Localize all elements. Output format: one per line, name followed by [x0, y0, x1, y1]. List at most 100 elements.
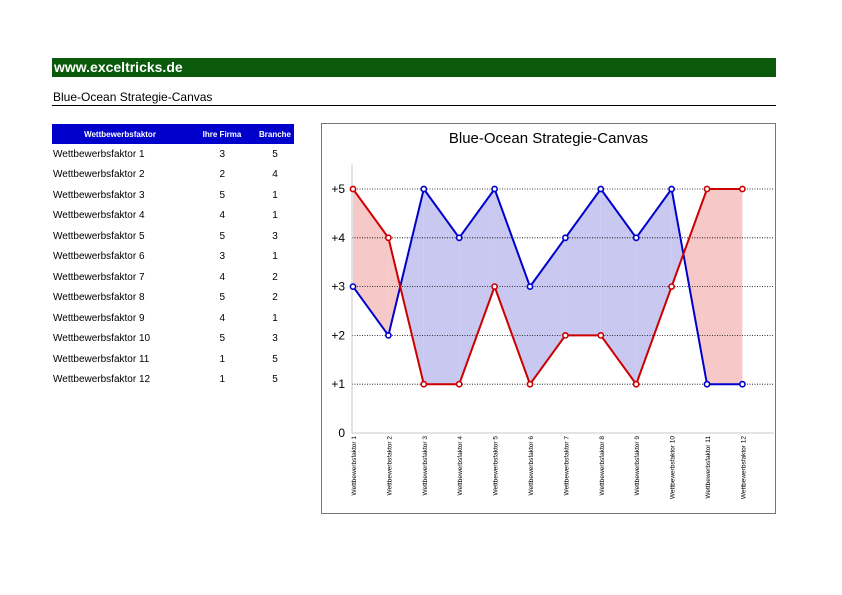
company-series-line [352, 186, 743, 386]
factor-cell: Wettbewerbsfaktor 8 [53, 292, 145, 304]
factor-cell: Wettbewerbsfaktor 6 [53, 251, 145, 263]
factor-cell: Wettbewerbsfaktor 2 [53, 169, 145, 181]
y-tick-label: +2 [331, 328, 345, 342]
company-point [420, 185, 428, 193]
area-fill [388, 237, 401, 336]
industry-cell: 1 [272, 210, 278, 222]
company-cell: 5 [219, 333, 226, 345]
factor-cell: Wettbewerbsfaktor 1 [53, 148, 145, 160]
company-point [597, 185, 605, 193]
company-point [561, 234, 569, 242]
industry-cell: 5 [272, 374, 278, 386]
x-tick-label: Wettbewerbsfaktor 8 [599, 436, 606, 496]
factor-cell: Wettbewerbsfaktor 12 [53, 374, 151, 386]
company-cell: 1 [219, 374, 226, 386]
factor-cell: Wettbewerbsfaktor 5 [53, 230, 145, 242]
strategy-canvas-chart: 0 +1 +2 +3 +4 +5 Wettbewerbsfaktor 1 Wettbewerb… [331, 164, 774, 499]
company-cell: 4 [219, 312, 226, 324]
industry-cell: 1 [272, 251, 278, 263]
header-factor: Wettbewerbsfaktor [84, 129, 156, 139]
area-fill [600, 189, 637, 385]
table-body: Wettbewerbsfaktor 1 3 5 Wettbewerbsfaktor 2… [52, 144, 294, 390]
company-point [491, 185, 498, 193]
industry-point [668, 283, 675, 290]
industry-point [385, 234, 392, 242]
company-point [632, 234, 640, 242]
industry-point [703, 185, 711, 193]
table-row: Wettbewerbsfaktor 1 3 5 [52, 144, 294, 165]
company-point [526, 283, 534, 290]
factor-cell: Wettbewerbsfaktor 4 [53, 210, 145, 222]
company-cell: 5 [219, 292, 226, 304]
table-row: Wettbewerbsfaktor 10 5 3 [52, 329, 294, 350]
industry-cell: 2 [272, 292, 278, 304]
industry-series-line [352, 188, 743, 387]
x-tick-label: Wettbewerbsfaktor 9 [634, 436, 641, 496]
chart-title: Blue-Ocean Strategie-Canvas [448, 130, 649, 147]
company-point [668, 185, 675, 193]
site-banner: www.exceltricks.de [52, 58, 776, 77]
table-header: Wettbewerbsfaktor Ihre Firma Branche [52, 124, 294, 144]
x-tick-label: Wettbewerbsfaktor 5 [493, 436, 500, 496]
table-row: Wettbewerbsfaktor 12 1 5 [52, 370, 294, 391]
chart-container: 0 +1 +2 +3 +4 +5 Wettbewerbsfaktor 1 Wettbewerb… [321, 123, 776, 514]
industry-point [738, 185, 746, 193]
table-row: Wettbewerbsfaktor 7 4 2 [52, 267, 294, 288]
area-fill [565, 189, 601, 336]
company-cell: 4 [219, 271, 226, 283]
header-company: Ihre Firma [202, 129, 242, 139]
x-tick-label: Wettbewerbsfaktor 12 [740, 436, 747, 499]
y-tick-label: 0 [338, 426, 345, 440]
company-cell: 5 [219, 230, 226, 242]
industry-point [491, 283, 498, 290]
table-row: Wettbewerbsfaktor 9 4 1 [52, 308, 294, 329]
y-tick-label: +4 [331, 231, 345, 245]
factor-cell: Wettbewerbsfaktor 3 [53, 189, 145, 201]
area-fill [423, 189, 460, 385]
company-point [738, 380, 746, 388]
divider [52, 105, 776, 106]
factor-cell: Wettbewerbsfaktor 10 [53, 333, 151, 345]
company-cell: 4 [219, 210, 226, 222]
x-tick-label: Wettbewerbsfaktor 3 [422, 436, 429, 496]
factor-cell: Wettbewerbsfaktor 9 [53, 312, 145, 324]
industry-cell: 3 [272, 230, 278, 242]
table-row: Wettbewerbsfaktor 6 3 1 [52, 247, 294, 268]
industry-cell: 3 [272, 333, 278, 345]
table-row: Wettbewerbsfaktor 5 5 3 [52, 226, 294, 247]
industry-cell: 1 [272, 189, 278, 201]
x-tick-label: Wettbewerbsfaktor 4 [457, 436, 464, 496]
y-tick-label: +3 [331, 280, 345, 294]
industry-point [526, 380, 534, 388]
industry-point [455, 380, 463, 388]
y-tick-label: +1 [331, 377, 345, 391]
factor-cell: Wettbewerbsfaktor 11 [53, 353, 150, 365]
company-point [385, 331, 392, 339]
x-tick-label: Wettbewerbsfaktor 10 [670, 436, 677, 499]
industry-cell: 1 [272, 312, 278, 324]
company-cell: 3 [219, 251, 226, 263]
industry-cell: 4 [272, 169, 278, 181]
company-point [703, 380, 711, 388]
table-row: Wettbewerbsfaktor 11 1 5 [52, 349, 294, 370]
industry-point [420, 380, 428, 388]
table-row: Wettbewerbsfaktor 2 2 4 [52, 165, 294, 186]
header-industry: Branche [258, 129, 291, 139]
area-fill [530, 237, 566, 385]
x-tick-label: Wettbewerbsfaktor 7 [563, 436, 570, 496]
industry-cell: 2 [272, 271, 278, 283]
table-row: Wettbewerbsfaktor 4 4 1 [52, 206, 294, 227]
x-tick-label: Wettbewerbsfaktor 11 [705, 436, 712, 499]
area-fill [636, 189, 672, 385]
company-point [455, 234, 463, 242]
industry-point [561, 331, 569, 339]
x-tick-label: Wettbewerbsfaktor 6 [528, 436, 535, 496]
page-subtitle: Blue-Ocean Strategie-Canvas [53, 90, 213, 104]
industry-point [632, 380, 640, 388]
company-point [349, 283, 357, 290]
factor-cell: Wettbewerbsfaktor 7 [53, 271, 145, 283]
table-row: Wettbewerbsfaktor 3 5 1 [52, 185, 294, 206]
x-tick-label: Wettbewerbsfaktor 1 [351, 436, 358, 496]
x-tick-label: Wettbewerbsfaktor 2 [386, 436, 393, 496]
company-cell: 3 [219, 148, 226, 160]
